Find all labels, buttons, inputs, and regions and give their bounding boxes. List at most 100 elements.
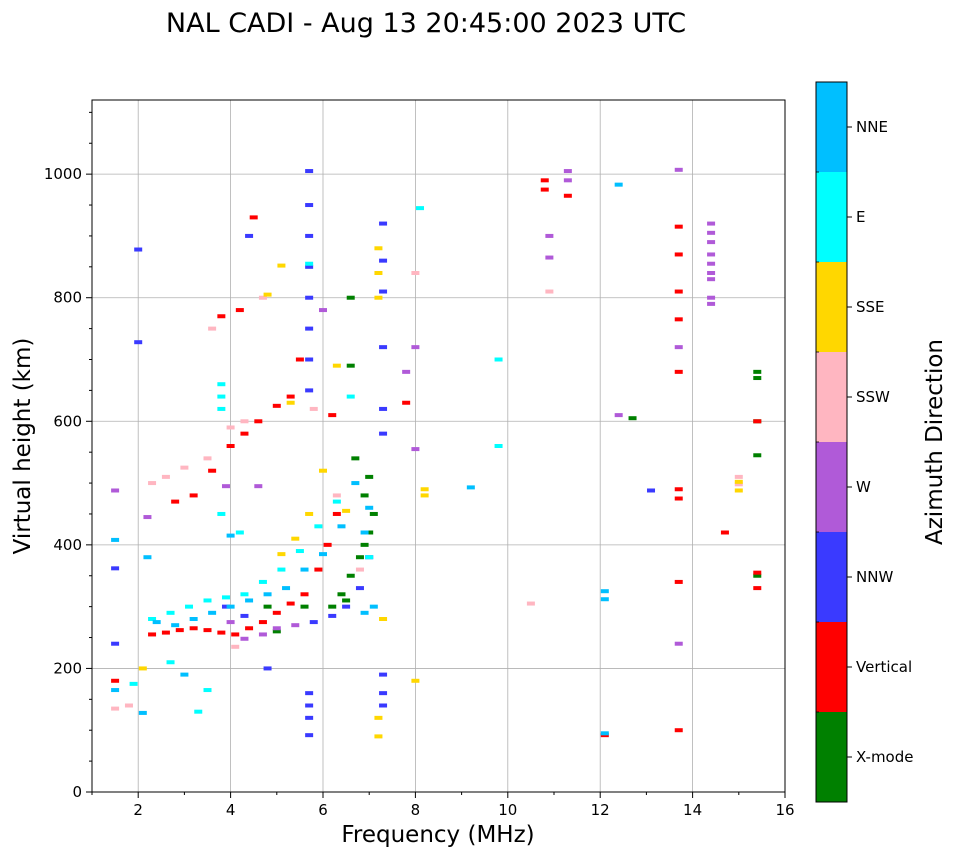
data-point xyxy=(379,691,388,696)
data-point xyxy=(346,295,355,300)
data-point xyxy=(674,224,683,229)
data-point xyxy=(337,592,346,597)
data-point xyxy=(337,524,346,529)
data-point xyxy=(143,555,152,560)
data-point xyxy=(332,493,341,498)
data-point xyxy=(272,626,281,631)
data-point xyxy=(374,734,383,739)
grid xyxy=(92,100,786,793)
data-point xyxy=(240,419,249,424)
data-point xyxy=(314,567,323,572)
data-point xyxy=(231,632,240,637)
data-point xyxy=(360,542,369,547)
data-point xyxy=(111,566,120,571)
data-point xyxy=(277,552,286,557)
data-point xyxy=(494,444,503,448)
data-point xyxy=(319,552,327,557)
data-point xyxy=(379,406,388,411)
data-point xyxy=(171,499,180,504)
data-point xyxy=(420,493,429,498)
data-point xyxy=(258,632,267,637)
y-tick-label: 0 xyxy=(72,783,82,801)
data-point xyxy=(305,264,314,269)
data-point xyxy=(379,289,388,294)
data-point xyxy=(286,601,295,606)
data-point xyxy=(365,555,374,560)
data-point xyxy=(221,604,230,609)
data-point xyxy=(226,620,235,625)
data-point xyxy=(374,246,383,251)
data-point xyxy=(379,258,388,263)
x-tick-label: 14 xyxy=(683,801,702,819)
data-point xyxy=(305,691,314,696)
data-point xyxy=(540,178,549,183)
data-point xyxy=(369,604,378,609)
data-point xyxy=(254,419,263,424)
x-tick-label: 2 xyxy=(133,801,143,819)
data-point xyxy=(674,289,683,294)
colorbar-label: Azimuth Direction xyxy=(922,339,948,545)
colorbar-tick-label: NNE xyxy=(856,118,888,136)
data-point xyxy=(351,456,360,461)
colorbar-swatch xyxy=(816,442,847,532)
data-point xyxy=(240,613,249,618)
data-point xyxy=(111,688,120,693)
data-point xyxy=(707,271,716,275)
data-point xyxy=(379,345,388,350)
data-point xyxy=(332,511,341,516)
data-point xyxy=(217,382,226,387)
data-point xyxy=(494,357,503,362)
colorbar-swatch xyxy=(816,352,847,442)
data-point xyxy=(563,193,572,198)
colorbar-tick-label: X-mode xyxy=(856,748,913,766)
colorbar: X-mode Vertical NNW W SSW SSE E NNE xyxy=(815,81,913,803)
data-point xyxy=(208,610,217,615)
data-point xyxy=(282,586,291,591)
data-point xyxy=(369,511,378,516)
data-point xyxy=(753,573,762,578)
y-tick-label: 1000 xyxy=(44,165,82,183)
data-point xyxy=(111,537,120,542)
y-axis-ticks: 0 200 400 600 800 1000 xyxy=(44,111,92,801)
data-point xyxy=(305,715,314,720)
y-tick-label: 400 xyxy=(53,536,82,554)
data-point xyxy=(240,636,249,641)
colorbar-tick-label: NNW xyxy=(856,568,893,586)
data-point xyxy=(411,271,420,275)
data-point xyxy=(305,388,314,393)
data-point xyxy=(379,703,388,708)
data-point xyxy=(720,530,729,535)
data-point xyxy=(707,261,716,266)
data-point xyxy=(614,182,623,187)
data-point xyxy=(124,703,133,708)
data-point xyxy=(323,542,332,547)
data-point xyxy=(305,261,314,266)
data-point xyxy=(245,626,254,631)
data-point xyxy=(305,326,314,331)
data-point xyxy=(111,678,120,683)
data-point xyxy=(614,413,623,418)
x-tick-label: 8 xyxy=(411,801,421,819)
data-point xyxy=(226,444,235,448)
data-point xyxy=(707,252,716,257)
data-point xyxy=(314,524,323,529)
colorbar-swatch xyxy=(816,712,847,802)
data-point xyxy=(545,233,554,238)
x-axis-ticks: 2 4 6 8 10 12 14 16 xyxy=(91,792,795,819)
data-point xyxy=(374,271,383,275)
data-point xyxy=(328,413,337,418)
data-point xyxy=(305,233,314,238)
data-point xyxy=(129,681,138,686)
data-point xyxy=(355,555,364,560)
data-point xyxy=(226,425,235,430)
data-point xyxy=(217,630,226,635)
data-point xyxy=(240,431,249,436)
data-point xyxy=(148,632,157,637)
data-point xyxy=(152,620,161,625)
data-point xyxy=(166,660,175,665)
data-point xyxy=(226,604,235,609)
colorbar-swatch xyxy=(816,532,847,622)
data-point xyxy=(674,487,683,492)
data-point xyxy=(166,610,175,615)
colorbar-tick-label: W xyxy=(856,478,871,496)
